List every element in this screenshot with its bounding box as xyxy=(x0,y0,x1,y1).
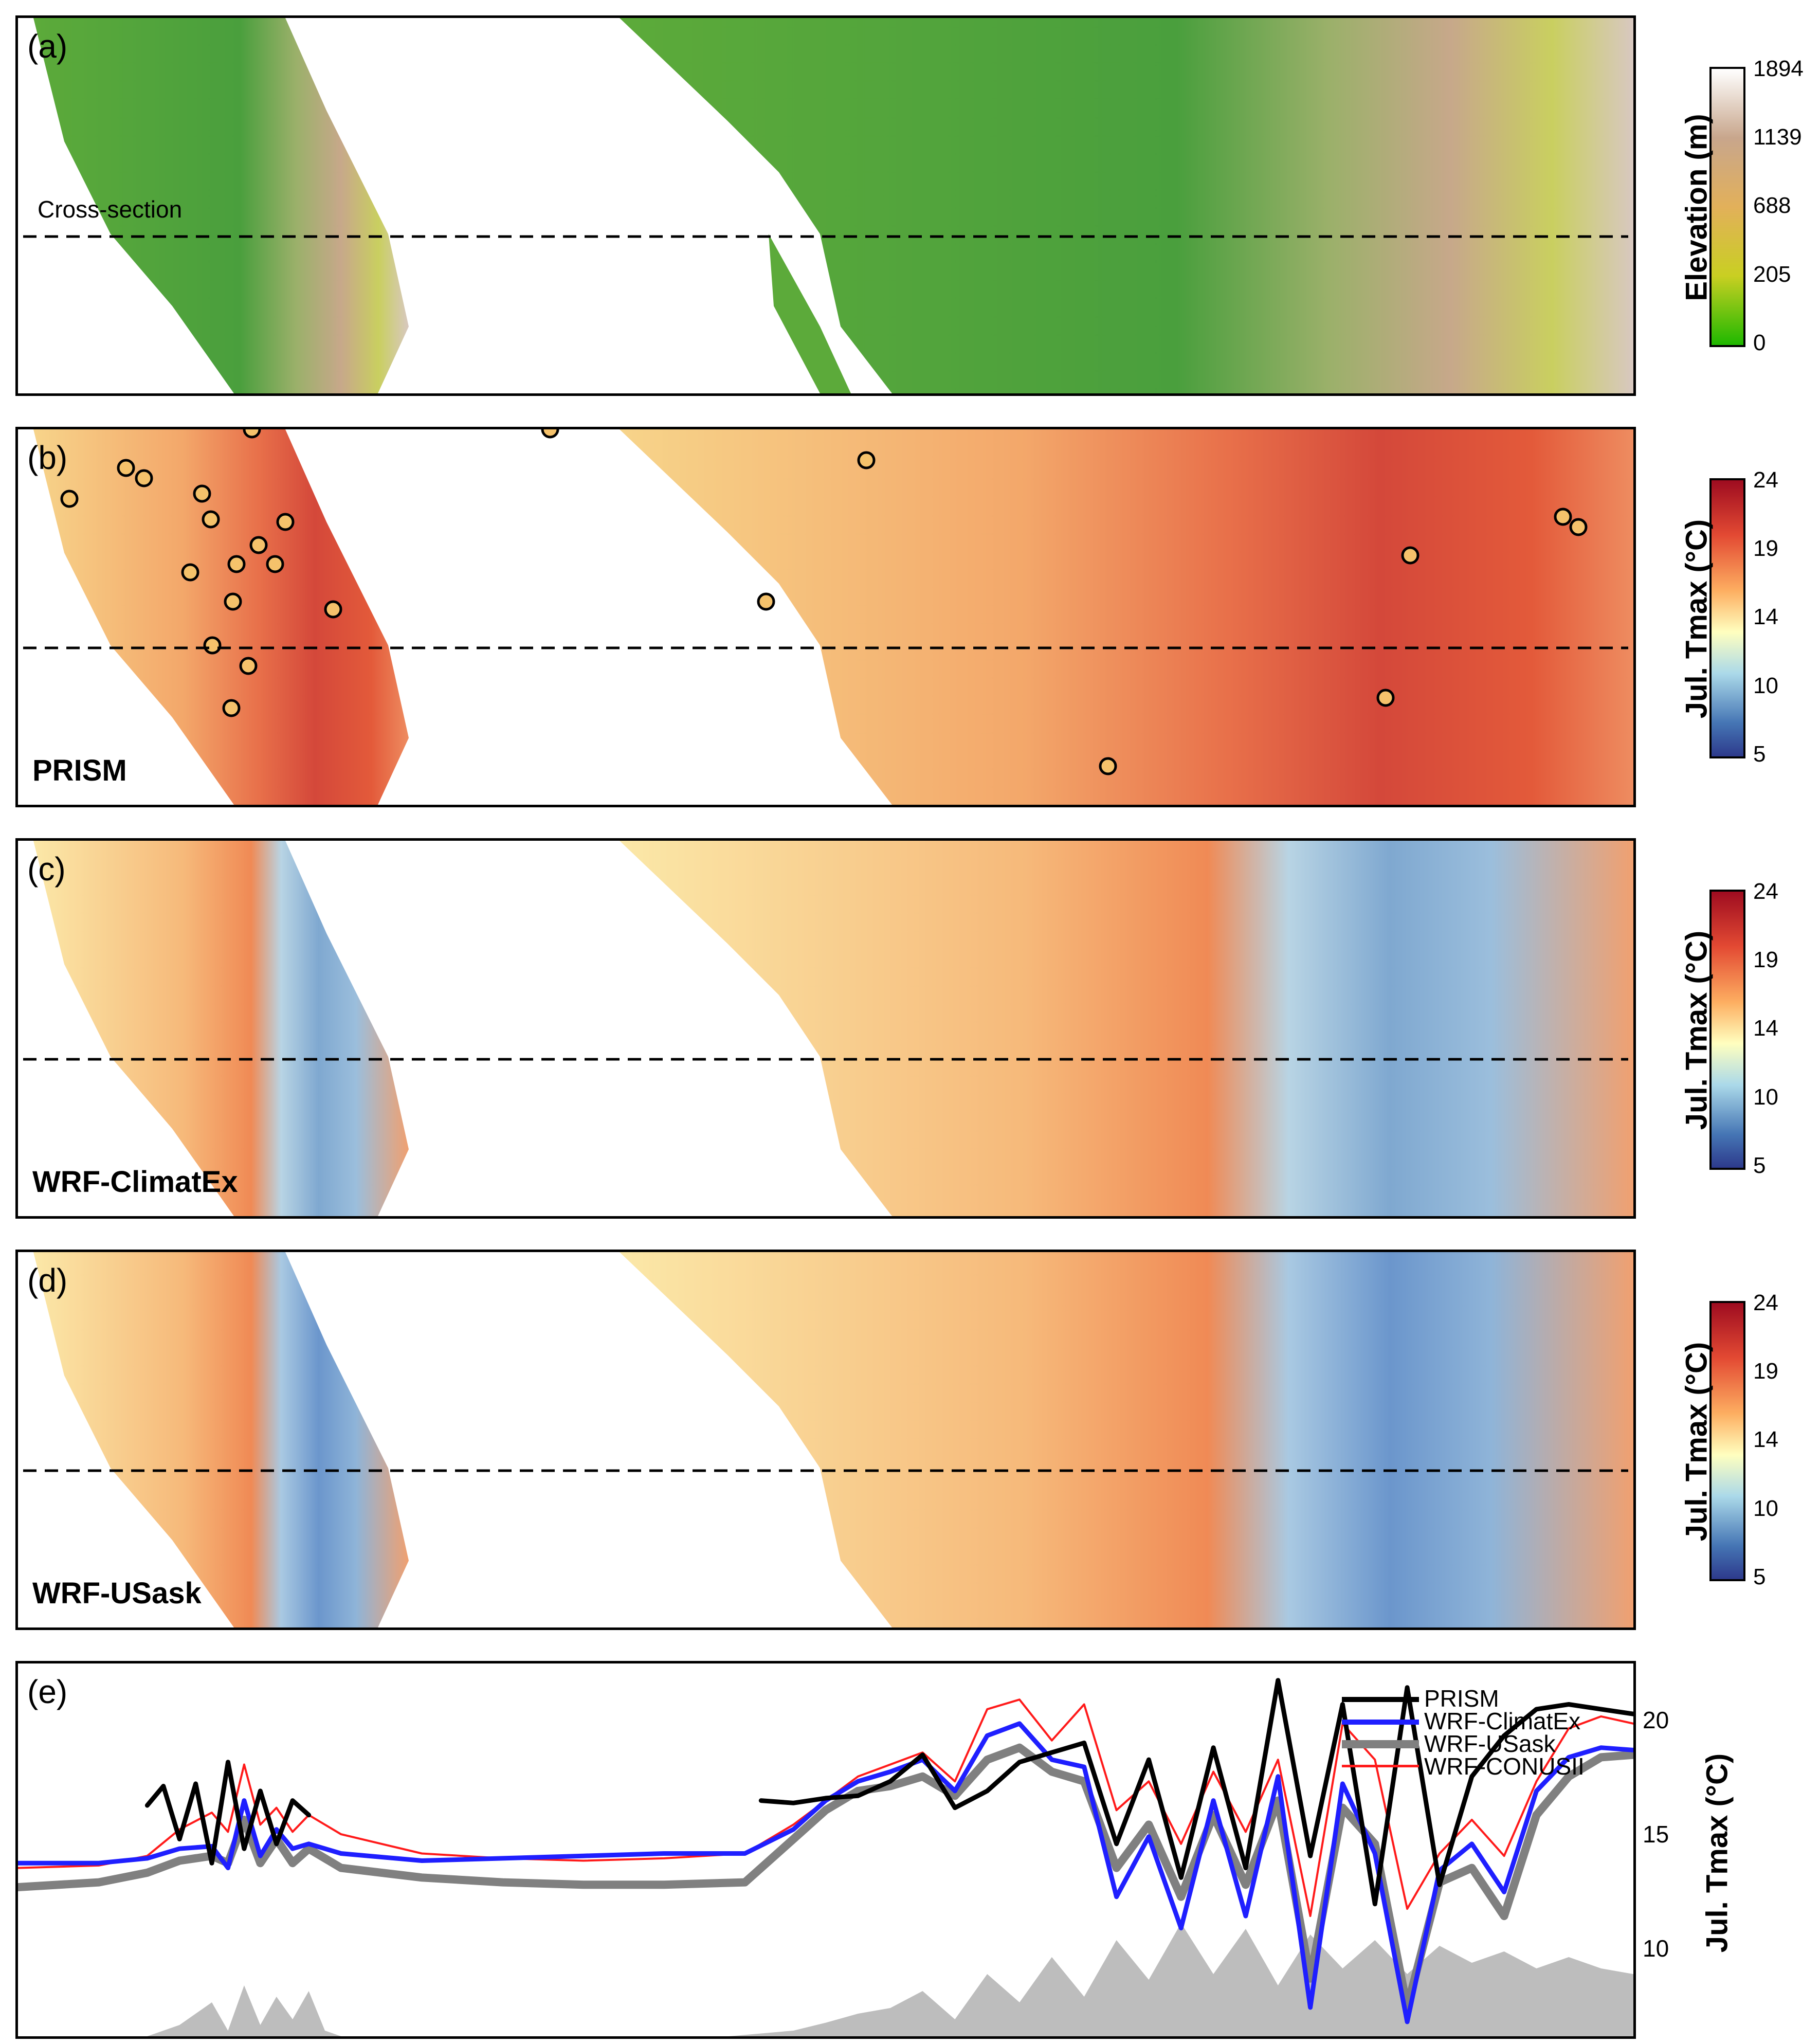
series-line-prism xyxy=(144,1678,1633,1907)
map-panel-elevation: (a) Cross-section xyxy=(15,15,1636,396)
tmax-tick: 5 xyxy=(1753,1153,1766,1178)
tmax-colorbar-c xyxy=(1709,890,1745,1170)
tmax-colorbar-b xyxy=(1709,478,1745,758)
cross-section-plot xyxy=(18,1678,1633,2036)
cross-section-chart: (e) xyxy=(15,1661,1636,2039)
panel-d-label: (d) xyxy=(27,1262,68,1299)
tmax-tick: 14 xyxy=(1753,604,1778,629)
series-line-wrf-usask xyxy=(18,1743,1633,2012)
legend-label: WRF-USask xyxy=(1424,1730,1556,1757)
series-line-wrf-conusii xyxy=(18,1698,1633,1918)
tmax-tick: 19 xyxy=(1753,1359,1778,1384)
tmax-colorbar-title-d: Jul. Tmax (°C) xyxy=(1680,1342,1714,1542)
tmax-tick: 19 xyxy=(1753,947,1778,972)
elevation-tick: 0 xyxy=(1753,330,1766,355)
elevation-tick: 1139 xyxy=(1753,124,1802,150)
prism-map xyxy=(33,429,1633,805)
wrf-usask-map xyxy=(23,1252,1633,1627)
tmax-tick: 24 xyxy=(1753,1290,1778,1315)
tmax-colorbar-title-b: Jul. Tmax (°C) xyxy=(1680,519,1714,719)
y-tick-label: 15 xyxy=(1643,1821,1669,1848)
tmax-tick: 5 xyxy=(1753,741,1766,767)
legend-label: WRF-ClimatEx xyxy=(1424,1708,1581,1734)
panel-c-label: (c) xyxy=(27,851,66,888)
elevation-colorbar-title: Elevation (m) xyxy=(1680,114,1714,301)
tmax-tick: 24 xyxy=(1753,879,1778,904)
elevation-profile-area xyxy=(18,1923,1633,2036)
tmax-tick: 10 xyxy=(1753,1084,1778,1110)
map-panel-prism: (b) PRISM xyxy=(15,427,1636,807)
panel-d-model-label: WRF-USask xyxy=(32,1577,202,1610)
y-tick-label: 20 xyxy=(1643,1707,1669,1733)
tmax-tick: 14 xyxy=(1753,1427,1778,1452)
panel-b-model-label: PRISM xyxy=(32,754,127,787)
panel-a-label: (a) xyxy=(27,28,68,65)
elevation-tick: 205 xyxy=(1753,262,1791,287)
tmax-tick: 5 xyxy=(1753,1564,1766,1589)
elevation-tick: 688 xyxy=(1753,193,1791,218)
series-line-wrf-climatex xyxy=(18,1721,1633,2024)
legend-label: PRISM xyxy=(1424,1685,1499,1712)
tmax-tick: 10 xyxy=(1753,1496,1778,1521)
legend-label: WRF-CONUSII xyxy=(1424,1753,1585,1780)
panel-b-label: (b) xyxy=(27,439,68,476)
elevation-tick: 1894 xyxy=(1753,56,1804,81)
map-panel-wrf-usask: (d) WRF-USask xyxy=(15,1250,1636,1630)
panel-e-label: (e) xyxy=(27,1673,68,1710)
cross-section-label: Cross-section xyxy=(38,196,183,223)
tmax-tick: 24 xyxy=(1753,467,1778,493)
tmax-colorbar-d xyxy=(1709,1301,1745,1581)
panel-c-model-label: WRF-ClimatEx xyxy=(32,1165,238,1199)
elevation-colorbar xyxy=(1709,67,1745,347)
elevation-map xyxy=(33,18,1633,393)
tmax-tick: 14 xyxy=(1753,1016,1778,1041)
wrf-climatex-map xyxy=(23,841,1633,1216)
y-tick-label: 10 xyxy=(1643,1935,1669,1962)
chart-e-y-axis-title: Jul. Tmax (°C) xyxy=(1700,1753,1734,1953)
cross-section-line xyxy=(23,235,1628,238)
map-panel-wrf-climatex: (c) WRF-ClimatEx xyxy=(15,838,1636,1219)
station-markers xyxy=(23,429,1628,775)
tmax-colorbar-title-c: Jul. Tmax (°C) xyxy=(1680,930,1714,1130)
tmax-tick: 19 xyxy=(1753,536,1778,561)
tmax-tick: 10 xyxy=(1753,673,1778,698)
